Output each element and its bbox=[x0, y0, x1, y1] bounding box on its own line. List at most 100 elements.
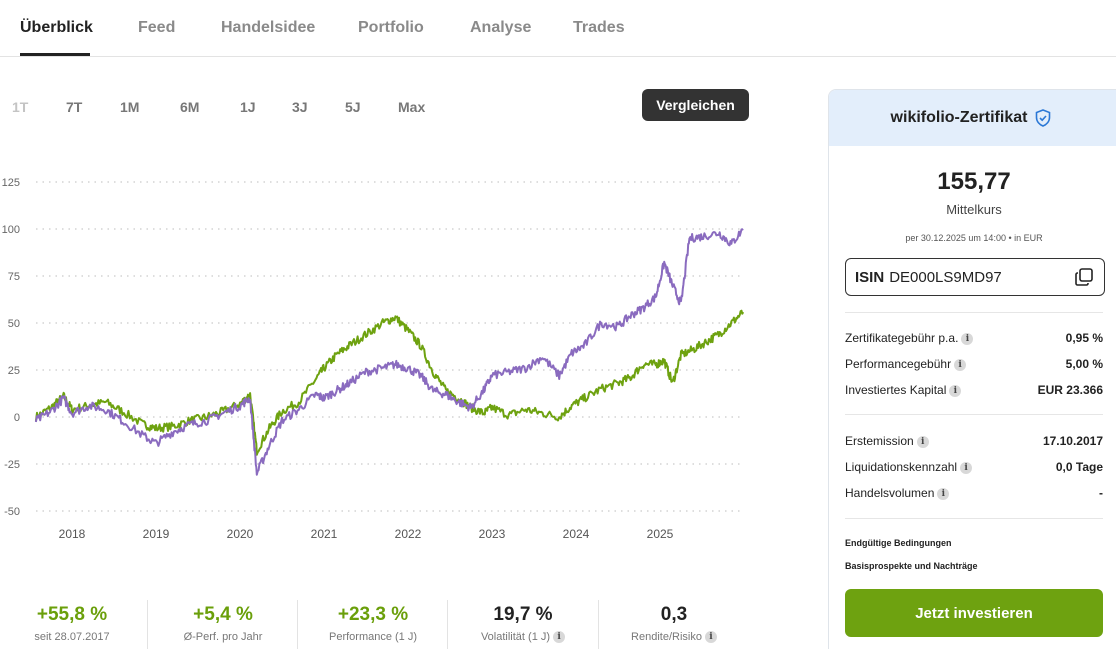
stat-performance-1y-label: Performance (1 J) bbox=[328, 631, 418, 643]
timeframe-1j[interactable]: 1J bbox=[240, 99, 256, 115]
liquidation-row: Liquidationskennzahl i 0,0 Tage bbox=[845, 460, 1103, 474]
y-tick-label: 0 bbox=[14, 412, 20, 424]
timeframe-3j[interactable]: 3J bbox=[292, 99, 308, 115]
tab-bar: Überblick Feed Handelsidee Portfolio Ana… bbox=[0, 0, 1116, 57]
copy-icon[interactable] bbox=[1074, 267, 1094, 287]
y-axis-ticks: 125 100 75 50 25 0 -25 -50 bbox=[2, 177, 20, 518]
stat-performance-1y-value: +23,3 % bbox=[337, 604, 409, 625]
info-icon[interactable]: i bbox=[704, 631, 717, 644]
stat-divider bbox=[598, 600, 599, 649]
stat-divider bbox=[447, 600, 448, 649]
info-icon[interactable]: i bbox=[949, 384, 962, 397]
card-header: wikifolio-Zertifikat bbox=[829, 90, 1116, 146]
timeframe-5j[interactable]: 5J bbox=[345, 99, 361, 115]
x-tick-label: 2021 bbox=[311, 527, 338, 541]
timeframe-7t[interactable]: 7T bbox=[66, 99, 83, 115]
stat-divider bbox=[297, 600, 298, 649]
price-value: 155,77 bbox=[937, 168, 1011, 195]
y-tick-label: 50 bbox=[8, 318, 20, 330]
card-title: wikifolio-Zertifikat bbox=[890, 109, 1028, 126]
x-tick-label: 2022 bbox=[395, 527, 422, 541]
isin-label: ISIN bbox=[855, 268, 885, 286]
stat-return-risk: 0,3 Rendite/Risiko i bbox=[599, 604, 749, 644]
first-issue-row: Erstemission i 17.10.2017 bbox=[845, 434, 1103, 448]
price-label: Mittelkurs bbox=[946, 202, 1002, 217]
invest-button[interactable]: Jetzt investieren bbox=[845, 589, 1103, 637]
stat-volatility-value: 19,7 % bbox=[493, 604, 553, 625]
performance-fee-label: Performancegebühr bbox=[845, 357, 952, 371]
stat-divider bbox=[147, 600, 148, 649]
stat-per-year: +5,4 % Ø-Perf. pro Jahr bbox=[148, 604, 298, 643]
invested-capital-label: Investiertes Kapital bbox=[845, 383, 947, 397]
stat-volatility-label: Volatilität (1 J) bbox=[480, 631, 551, 643]
performance-fee-row: Performancegebühr i 5,00 % bbox=[845, 357, 1103, 371]
active-tab-indicator bbox=[20, 53, 90, 56]
info-icon[interactable]: i bbox=[553, 631, 566, 644]
stat-return-risk-value: 0,3 bbox=[660, 604, 688, 625]
trading-volume-label: Handelsvolumen bbox=[845, 486, 935, 500]
x-tick-label: 2023 bbox=[479, 527, 506, 541]
tab-trades[interactable]: Trades bbox=[573, 19, 625, 36]
stat-total-value: +55,8 % bbox=[36, 604, 108, 625]
x-axis-ticks: 2018 2019 2020 2021 2022 2023 2024 2025 bbox=[59, 527, 674, 541]
compare-button[interactable]: Vergleichen bbox=[642, 89, 749, 121]
x-tick-label: 2020 bbox=[227, 527, 254, 541]
x-tick-label: 2025 bbox=[647, 527, 674, 541]
chart-grid bbox=[36, 181, 744, 512]
info-icon[interactable]: i bbox=[954, 358, 967, 371]
stat-performance-1y: +23,3 % Performance (1 J) bbox=[298, 604, 448, 643]
y-tick-label: 100 bbox=[2, 224, 20, 236]
y-tick-label: 125 bbox=[2, 177, 20, 189]
price-timestamp: per 30.12.2025 um 14:00 • in EUR bbox=[905, 233, 1043, 243]
performance-fee-value: 5,00 % bbox=[1065, 357, 1103, 371]
certificate-card: wikifolio-Zertifikat 155,77 Mittelkurs p… bbox=[828, 89, 1116, 649]
divider bbox=[845, 414, 1103, 415]
divider bbox=[845, 312, 1103, 313]
y-tick-label: 75 bbox=[8, 271, 20, 283]
isin-box: ISIN DE000LS9MD97 bbox=[845, 258, 1105, 296]
x-tick-label: 2024 bbox=[563, 527, 590, 541]
timeframe-1m[interactable]: 1M bbox=[120, 99, 140, 115]
fee-row: Zertifikategebühr p.a. i 0,95 % bbox=[845, 331, 1103, 345]
timeframe-1t[interactable]: 1T bbox=[12, 99, 29, 115]
tab-feed[interactable]: Feed bbox=[138, 19, 176, 36]
y-tick-label: -50 bbox=[4, 506, 20, 518]
invested-capital-value: EUR 23.366 bbox=[1037, 383, 1103, 397]
invested-capital-row: Investiertes Kapital i EUR 23.366 bbox=[845, 383, 1103, 397]
divider bbox=[845, 518, 1103, 519]
final-terms-link[interactable]: Endgültige Bedingungen bbox=[845, 538, 952, 548]
info-icon[interactable]: i bbox=[916, 435, 929, 448]
stat-total: +55,8 % seit 28.07.2017 bbox=[0, 604, 147, 643]
fee-label: Zertifikategebühr p.a. bbox=[845, 331, 959, 345]
shield-check-icon bbox=[1036, 109, 1051, 127]
trading-volume-row: Handelsvolumen i - bbox=[845, 486, 1103, 500]
stat-per-year-label: Ø-Perf. pro Jahr bbox=[183, 631, 263, 643]
info-icon[interactable]: i bbox=[961, 332, 974, 345]
stat-total-label: seit 28.07.2017 bbox=[34, 631, 110, 643]
series-line-2 bbox=[34, 228, 744, 476]
tab-portfolio[interactable]: Portfolio bbox=[358, 19, 424, 36]
timeframe-max[interactable]: Max bbox=[398, 99, 426, 115]
performance-chart: 125 100 75 50 25 0 -25 -50 2018 2019 2020 2021 2022… bbox=[2, 177, 745, 541]
trading-volume-value: - bbox=[1099, 486, 1103, 500]
tab-analyse[interactable]: Analyse bbox=[470, 19, 532, 36]
stat-return-risk-label: Rendite/Risiko bbox=[631, 631, 702, 643]
tab-handelsidee[interactable]: Handelsidee bbox=[221, 19, 316, 36]
stat-volatility: 19,7 % Volatilität (1 J) i bbox=[448, 604, 598, 644]
liquidation-label: Liquidationskennzahl bbox=[845, 460, 958, 474]
first-issue-label: Erstemission bbox=[845, 434, 914, 448]
x-tick-label: 2019 bbox=[143, 527, 170, 541]
stat-per-year-value: +5,4 % bbox=[193, 604, 253, 625]
series-line-1 bbox=[34, 309, 745, 456]
liquidation-value: 0,0 Tage bbox=[1055, 460, 1103, 474]
first-issue-value: 17.10.2017 bbox=[1042, 434, 1103, 448]
tab-ueberblick[interactable]: Überblick bbox=[20, 19, 93, 36]
y-tick-label: 25 bbox=[8, 365, 20, 377]
x-tick-label: 2018 bbox=[59, 527, 86, 541]
y-tick-label: -25 bbox=[4, 459, 20, 471]
info-icon[interactable]: i bbox=[937, 487, 950, 500]
timeframe-6m[interactable]: 6M bbox=[180, 99, 200, 115]
isin-value: DE000LS9MD97 bbox=[889, 268, 1002, 286]
info-icon[interactable]: i bbox=[960, 461, 973, 474]
prospectus-link[interactable]: Basisprospekte und Nachträge bbox=[845, 561, 978, 571]
